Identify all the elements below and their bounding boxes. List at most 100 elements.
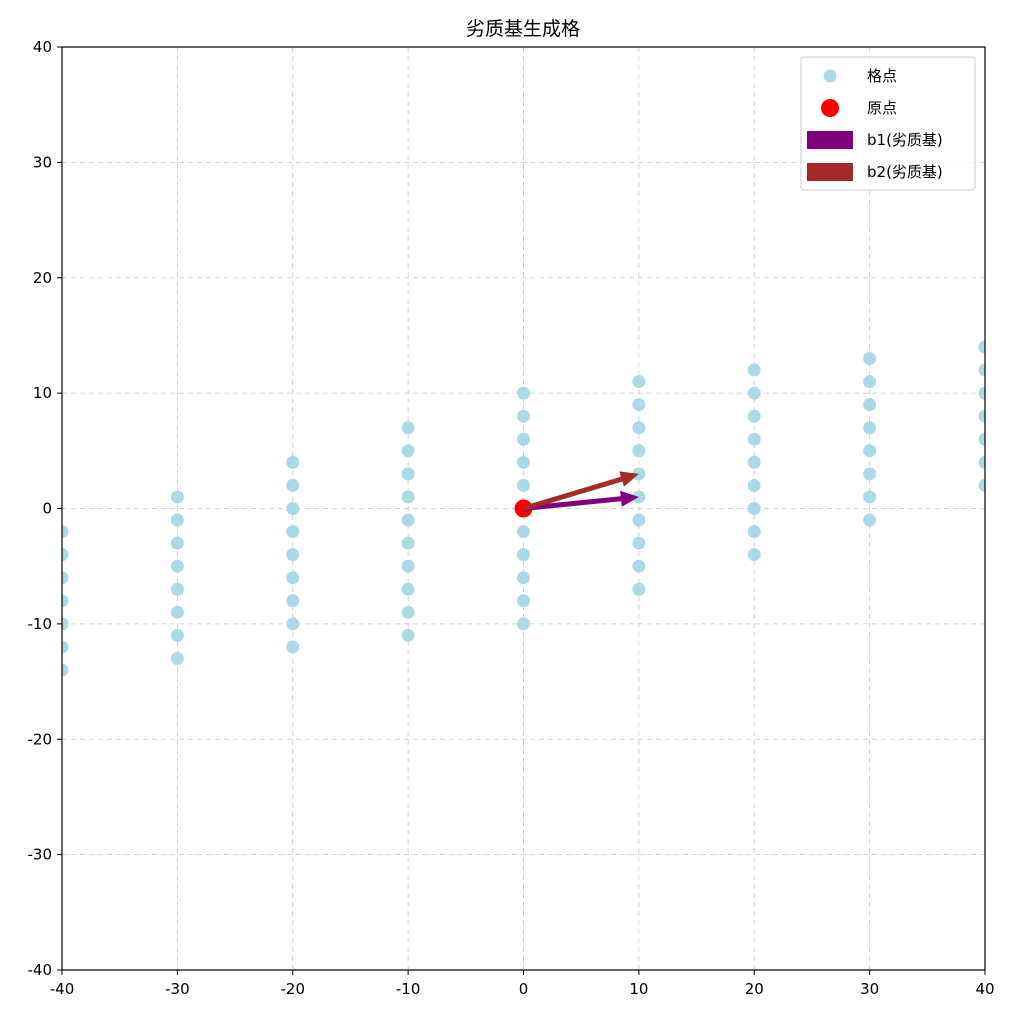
lattice-point [401,490,415,504]
lattice-point [170,605,184,619]
lattice-point [517,386,530,400]
lattice-point [978,432,985,446]
lattice-point [978,386,985,400]
lattice-point [286,525,300,539]
lattice-point [632,398,646,412]
lattice-point [747,478,761,492]
y-tick-label: -20 [28,730,53,748]
x-tick-label: 10 [629,980,648,998]
lattice-point [517,548,530,562]
lattice-point [517,455,530,469]
x-tick-label: 40 [975,980,994,998]
lattice-point [517,432,530,446]
legend-marker [821,99,839,117]
legend-swatch [807,131,853,149]
lattice-point [632,559,646,573]
lattice-point [863,398,877,412]
lattice-point [863,444,877,458]
vector-arrow-b1 [523,490,639,511]
lattice-point [517,617,530,631]
lattice-point [978,478,985,492]
lattice-point [286,640,300,654]
lattice-point [62,640,69,654]
chart-title: 劣质基生成格 [466,18,580,40]
lattice-point [286,571,300,585]
lattice-point [170,651,184,665]
x-tick-label: 0 [519,980,529,998]
vector-arrow-b2 [522,471,639,511]
lattice-point [401,582,415,596]
legend-label: 格点 [867,67,897,85]
legend-label: b2(劣质基) [867,163,943,181]
y-tick-label: 20 [33,269,52,287]
lattice-point [978,340,985,354]
lattice-point [747,363,761,377]
lattice-point [632,490,646,504]
lattice-point [863,490,877,504]
legend-marker [823,69,837,83]
lattice-point [517,409,530,423]
lattice-point [401,559,415,573]
lattice-point [632,375,646,389]
lattice-point [401,444,415,458]
lattice-point [401,605,415,619]
lattice-point [863,375,877,389]
lattice-point [62,594,69,608]
lattice-point [62,548,69,562]
lattice-point [401,513,415,527]
legend-swatch [807,163,853,181]
lattice-point [632,582,646,596]
lattice-point [747,502,761,515]
legend-label: 原点 [867,99,897,117]
lattice-point [863,467,877,481]
lattice-point [632,467,646,481]
x-tick-label: -20 [281,980,306,998]
y-tick-label: 0 [42,500,52,518]
axes-frame [61,46,986,971]
lattice-point [517,571,530,585]
lattice-point [747,386,761,400]
lattice-point [286,617,300,631]
lattice-point [632,536,646,550]
lattice-point [286,548,300,562]
x-tick-label: 20 [745,980,764,998]
legend-box [800,56,976,191]
lattice-point [632,421,646,435]
lattice-point [286,594,300,608]
lattice-point [632,513,646,527]
y-tick-label: -40 [28,961,53,979]
y-tick-label: 30 [33,153,52,171]
x-tick-label: -30 [165,980,190,998]
lattice-point [62,525,69,539]
lattice-point [401,628,415,642]
lattice-point [170,536,184,550]
lattice-point [286,455,300,469]
lattice-point [286,502,300,515]
lattice-point [978,363,985,377]
lattice-point [170,559,184,573]
lattice-point [632,444,646,458]
lattice-point [62,571,69,585]
lattice-point [978,455,985,469]
lattice-point [286,478,300,492]
lattice-point [978,409,985,423]
lattice-point [62,617,69,631]
lattice-point [863,421,877,435]
plot-area [62,340,985,677]
axis-ticks: -40 -30 -20 -10 0 10 20 30 40 -40 -30 -20 -10 0 10 20 30… [28,38,995,998]
lattice-point [401,467,415,481]
lattice-point [517,478,530,492]
lattice-point [401,536,415,550]
lattice-point [401,421,415,435]
y-tick-label: -30 [28,846,53,864]
lattice-point [747,455,761,469]
lattice-point [747,525,761,539]
lattice-point [517,525,530,539]
lattice-point [747,548,761,562]
y-tick-label: 40 [33,38,52,56]
lattice-point [170,582,184,596]
lattice-point [170,490,184,504]
lattice-point [747,409,761,423]
x-tick-label: -40 [50,980,75,998]
